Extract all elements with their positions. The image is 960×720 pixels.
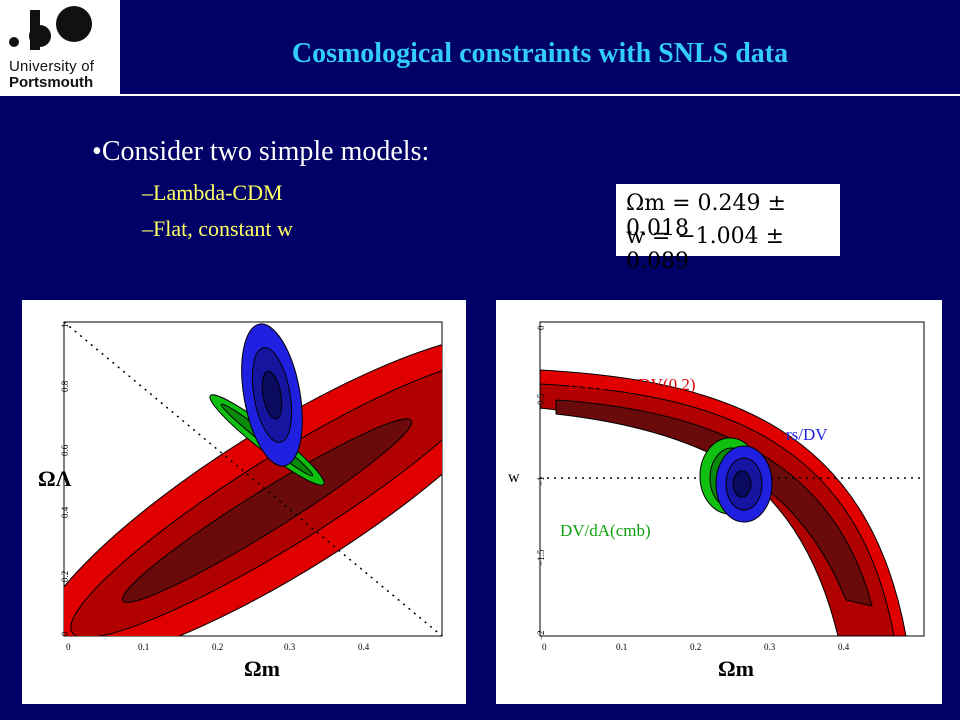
flat-universe-line [64, 322, 442, 636]
left-ylabel: ΩΛ [38, 466, 72, 491]
bao-contours-right [715, 445, 773, 523]
left-ytick-0: 0 [60, 631, 70, 636]
label-sn-ratio: DV(0.35)/DV(0.2) [568, 375, 695, 394]
left-xtick-0: 0 [66, 642, 71, 652]
right-ytick-1: −0.5 [536, 393, 546, 410]
left-ytick-2: 0.4 [60, 506, 70, 518]
right-ytick-4: −2 [536, 630, 546, 640]
right-xlabel: Ωm [718, 656, 754, 681]
label-bao: rs/DV [786, 425, 828, 444]
left-xlabel: Ωm [244, 656, 280, 681]
left-xtick-2: 0.2 [212, 642, 223, 652]
right-ylabel: w [508, 469, 520, 486]
left-ytick-5: 1 [60, 324, 70, 329]
result-w: w = −1.004 ± 0.089 [626, 224, 785, 274]
sn-contours-left [64, 334, 442, 636]
right-xtick-1: 0.1 [616, 642, 627, 652]
logo-text-line1: University of [9, 58, 95, 75]
logo-text-line2: Portsmouth [9, 74, 94, 91]
left-xtick-3: 0.3 [284, 642, 296, 652]
right-xtick-0: 0 [542, 642, 547, 652]
bullet-point: •Consider two simple models: [92, 136, 430, 167]
label-cmb: DV/dA(cmb) [560, 521, 651, 540]
left-xtick-1: 0.1 [138, 642, 149, 652]
slide-title: Cosmological constraints with SNLS data [291, 38, 789, 69]
bao-contours-left [241, 323, 303, 467]
university-logo: University of Portsmouth [0, 0, 120, 96]
right-xtick-4: 0.4 [838, 642, 850, 652]
left-xtick-4: 0.4 [358, 642, 370, 652]
sn-contours-right [540, 369, 907, 636]
left-ytick-1: 0.2 [60, 571, 70, 582]
left-ytick-4: 0.8 [60, 380, 70, 392]
left-ytick-3: 0.6 [60, 444, 70, 456]
logo-mark-icon [9, 6, 92, 50]
right-contour-plot: 0 0.1 0.2 0.3 0.4 0 −0.5 −1 −1.5 −2 w Ωm… [496, 300, 942, 704]
model-item-flat-w: –Flat, constant w [142, 216, 293, 241]
result-omega-m: Ωm = 0.249 ± 0.018 [626, 191, 786, 241]
right-ytick-2: −1 [536, 476, 546, 486]
left-plot-svg: 0 0.1 0.2 0.3 0.4 0 0.2 0.4 0.6 0.8 1 Ωm… [38, 321, 443, 681]
model-item-lambda-cdm: –Lambda-CDM [142, 180, 283, 205]
title-divider [120, 94, 960, 96]
right-ytick-0: 0 [536, 325, 546, 330]
right-ytick-3: −1.5 [536, 549, 546, 566]
right-plot-svg: 0 0.1 0.2 0.3 0.4 0 −0.5 −1 −1.5 −2 w Ωm… [508, 321, 925, 681]
left-contour-plot: 0 0.1 0.2 0.3 0.4 0 0.2 0.4 0.6 0.8 1 Ωm… [22, 300, 466, 704]
right-xtick-3: 0.3 [764, 642, 776, 652]
results-box: Ωm = 0.249 ± 0.018 w = −1.004 ± 0.089 [616, 184, 840, 274]
bullet-text: Consider two simple models: [101, 136, 430, 167]
right-xtick-2: 0.2 [690, 642, 701, 652]
